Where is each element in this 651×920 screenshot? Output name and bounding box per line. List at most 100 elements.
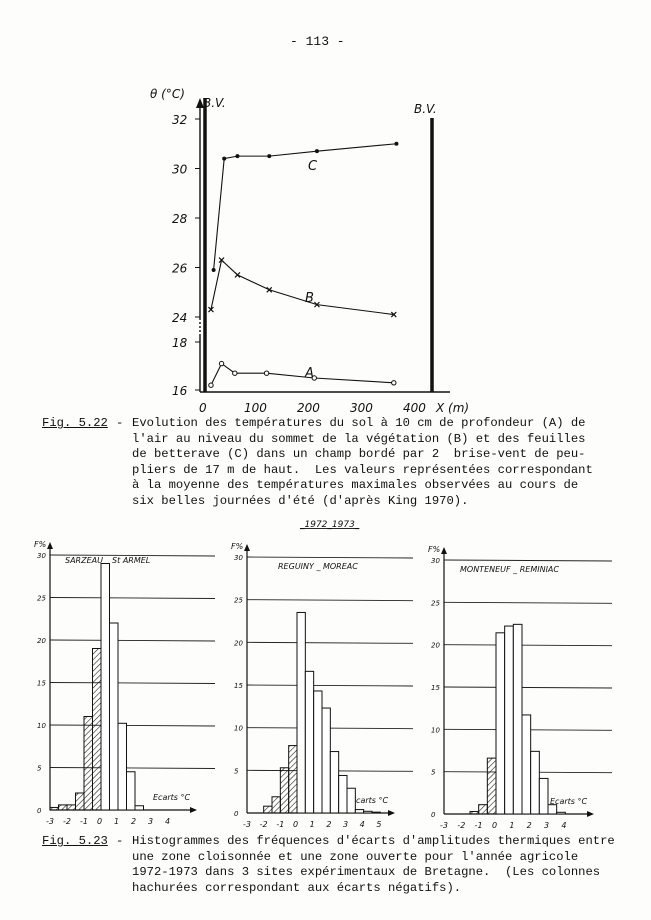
y-axis-label: F%	[34, 540, 46, 549]
histogram-bar	[547, 804, 558, 815]
caption-line: de betterave (C) dans un champ bordé par…	[132, 447, 586, 461]
x-tick-label: 2	[131, 817, 136, 826]
y-tick-label: 5	[431, 769, 436, 777]
histogram-bar	[478, 804, 488, 815]
histogram-bar	[58, 804, 68, 811]
data-point-B	[208, 306, 214, 313]
histogram-bar	[100, 563, 110, 811]
y-tick-label: 0	[234, 810, 239, 818]
x-axis-arrow	[388, 810, 395, 816]
histogram-bar	[313, 690, 323, 814]
gridline	[49, 554, 216, 557]
gridline	[49, 597, 216, 599]
gridline	[246, 556, 414, 559]
data-point-A	[218, 360, 225, 367]
histogram-bar	[486, 757, 497, 815]
x-axis-arrow	[587, 811, 594, 817]
histogram-monteneuf: MONTENEUF _ REMINIACF%051015202530Ecarts…	[428, 545, 613, 830]
caption-line: une zone cloisonnée et une zone ouverte …	[132, 849, 579, 864]
x-tick-label: -2	[457, 821, 465, 830]
y-axis-arrow	[441, 547, 447, 554]
histogram-bar	[530, 750, 540, 815]
caption-line: à la moyenne des températures maximales …	[132, 478, 579, 492]
histogram-bar	[363, 810, 373, 814]
caption-line: l'air au niveau du sommet de la végétati…	[132, 431, 586, 446]
y-axis-arrow	[47, 542, 53, 549]
histogram-bar	[504, 625, 514, 815]
y-tick-label: 24	[172, 311, 187, 325]
gridline	[443, 644, 613, 647]
gridline	[443, 686, 613, 689]
histogram-bar	[354, 809, 365, 814]
windbreak-label: B.V.	[414, 102, 437, 116]
gridline	[246, 599, 414, 602]
y-tick-label: 10	[37, 722, 46, 730]
x-tick-label: -1	[276, 820, 284, 829]
histogram-bar	[329, 751, 340, 814]
y-tick-label: 20	[234, 639, 243, 647]
histogram-bar	[288, 745, 298, 814]
caption-line: 1972-1973 dans 3 sites expérimentaux de …	[132, 865, 601, 879]
x-tick-label: 3	[544, 821, 549, 830]
y-tick-label: 30	[172, 163, 188, 177]
histogram-bar	[304, 670, 315, 814]
x-tick-label: 1	[509, 821, 514, 830]
data-point-B	[234, 272, 241, 278]
histogram-bar	[134, 805, 144, 811]
x-tick-label: 0	[293, 820, 298, 829]
gridline	[49, 639, 216, 642]
x-tick-label: 2	[527, 821, 532, 830]
data-point-A	[232, 370, 238, 376]
y-tick-label: 15	[431, 684, 440, 692]
y-tick-label: 15	[234, 682, 243, 690]
x-tick-label: 0	[492, 821, 497, 830]
data-point-B	[314, 301, 320, 308]
data-point-C	[314, 149, 319, 154]
x-tick-label: 1	[310, 820, 315, 829]
data-point-A	[263, 370, 270, 376]
y-tick-label: 30	[37, 552, 46, 560]
histogram-bar	[521, 714, 532, 815]
fig-5-23-caption: Fig. 5.23 - Histogrammes des fréquences …	[42, 834, 615, 895]
y-tick-label: 10	[431, 726, 440, 734]
x-tick-label: 200	[297, 401, 320, 415]
y-tick-label: 25	[431, 599, 440, 607]
histogram-title: REGUINY _ MOREAC	[278, 562, 358, 571]
period-label: _1972_1973_	[299, 520, 360, 530]
caption-line: hachurées correspondant aux écarts négat…	[132, 880, 462, 895]
x-axis-label: X (m)	[435, 401, 469, 415]
series-label-B: B	[305, 291, 314, 306]
data-point-C	[235, 154, 240, 159]
histogram-bar	[117, 722, 127, 811]
x-tick-label: -3	[440, 821, 448, 830]
series-line-C	[213, 143, 397, 271]
histogram-bar	[512, 623, 523, 815]
data-point-C	[222, 156, 227, 161]
y-tick-label: 26	[172, 262, 188, 276]
y-tick-label: 28	[172, 212, 188, 226]
x-tick-label: 4	[165, 817, 170, 826]
histogram-bar	[271, 796, 281, 814]
data-point-B	[218, 257, 225, 263]
y-axis-arrow	[244, 544, 250, 551]
histogram-title: SARZEAU _ St ARMEL	[65, 556, 150, 565]
caption-line: Evolution des températures du sol à 10 c…	[132, 416, 586, 430]
y-tick-label: 20	[37, 637, 46, 645]
x-tick-label: -2	[63, 817, 71, 826]
histogram-bar	[66, 804, 76, 811]
histogram-bar	[296, 611, 306, 814]
series-line-A	[210, 362, 394, 386]
x-tick-label: 1	[114, 817, 119, 826]
histogram-bar	[83, 716, 93, 811]
histogram-bar	[109, 622, 119, 811]
data-point-C	[211, 267, 216, 272]
histogram-bar	[49, 806, 59, 811]
histogram-bar	[263, 805, 273, 814]
data-point-C	[394, 141, 399, 146]
x-tick-label: -2	[260, 820, 268, 829]
series-line-B	[210, 259, 394, 316]
x-tick-label: 3	[343, 820, 348, 829]
histogram-bar	[126, 771, 136, 811]
